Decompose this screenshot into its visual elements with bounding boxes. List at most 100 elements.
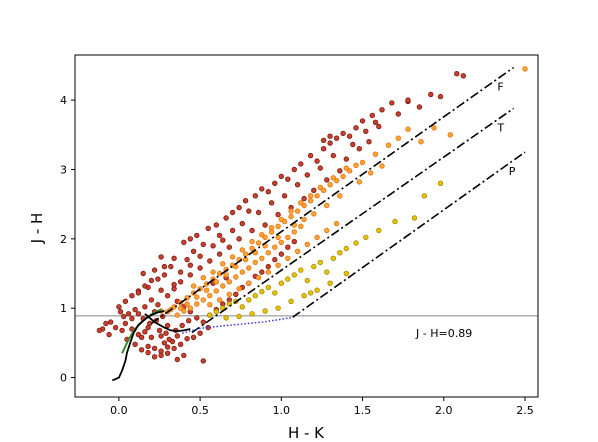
data-point-orange: [356, 179, 362, 185]
data-point-orange: [353, 162, 359, 168]
y-tick-label: 4: [60, 94, 67, 107]
data-point-orange: [298, 200, 304, 206]
data-point-red: [454, 70, 460, 77]
data-point-red: [405, 97, 411, 103]
data-point-red: [166, 336, 172, 343]
data-point-yellow: [298, 267, 304, 273]
data-point-orange: [233, 274, 239, 280]
data-point-red: [107, 319, 114, 325]
data-point-red: [112, 324, 119, 331]
data-point-orange: [187, 305, 193, 311]
data-point-orange: [194, 301, 200, 307]
y-tick-label: 3: [60, 163, 67, 176]
data-point-red: [278, 251, 284, 257]
data-point-yellow: [285, 276, 291, 282]
data-point-red: [428, 91, 434, 98]
data-point-yellow: [317, 259, 323, 266]
data-point-orange: [242, 256, 249, 263]
data-point-yellow: [288, 298, 294, 304]
data-point-red: [174, 356, 180, 363]
data-point-orange: [239, 269, 245, 275]
data-point-yellow: [239, 304, 245, 310]
data-point-orange: [294, 208, 301, 214]
data-point-red: [205, 225, 211, 232]
data-point-red: [164, 344, 171, 350]
data-point-red: [155, 302, 161, 308]
data-point-red: [174, 333, 180, 339]
data-point-yellow: [411, 215, 418, 221]
data-point-red: [223, 215, 229, 221]
data-point-yellow: [259, 288, 265, 295]
data-point-red: [236, 204, 242, 211]
hline-label: J - H=0.89: [415, 327, 472, 340]
data-point-orange: [220, 283, 226, 289]
data-point-orange: [320, 187, 327, 193]
data-point-orange: [246, 265, 252, 271]
data-point-red: [187, 236, 193, 242]
data-point-red: [138, 347, 145, 353]
data-point-orange: [275, 234, 281, 241]
data-point-red: [272, 256, 278, 263]
data-point-red: [158, 254, 164, 260]
data-point-red: [181, 352, 187, 359]
data-point-red: [158, 287, 164, 293]
data-point-orange: [272, 244, 278, 250]
data-point-yellow: [272, 290, 278, 296]
data-point-red: [148, 334, 155, 340]
reddening-line-p: [292, 151, 526, 318]
data-point-red: [187, 272, 193, 278]
data-point-red: [314, 158, 320, 164]
data-point-yellow: [265, 284, 271, 291]
data-point-orange: [327, 181, 333, 188]
data-point-red: [132, 341, 138, 347]
data-point-red: [119, 327, 125, 334]
data-point-yellow: [343, 245, 349, 252]
data-point-red: [262, 222, 268, 228]
data-point-red: [311, 187, 317, 193]
data-point-red: [116, 304, 122, 310]
data-point-red: [177, 341, 184, 347]
data-point-red: [158, 352, 164, 359]
data-point-red: [320, 137, 327, 143]
x-tick-label: 0.0: [110, 404, 128, 417]
data-point-red: [389, 100, 395, 106]
reddening-label-t: T: [496, 121, 504, 134]
data-point-orange: [226, 279, 232, 285]
data-point-red: [239, 220, 245, 227]
data-point-red: [145, 349, 151, 356]
data-point-red: [190, 334, 197, 340]
data-point-red: [148, 297, 155, 303]
data-point-orange: [207, 293, 213, 299]
data-point-orange: [233, 263, 239, 270]
data-point-orange: [314, 234, 320, 241]
data-point-yellow: [324, 269, 330, 275]
data-point-red: [213, 222, 219, 228]
data-point-red: [135, 311, 142, 317]
x-tick-label: 0.5: [191, 404, 209, 417]
y-tick-label: 0: [60, 372, 67, 385]
data-point-orange: [304, 241, 310, 248]
data-point-orange: [213, 288, 219, 294]
data-point-yellow: [249, 311, 255, 317]
data-point-orange: [265, 269, 271, 275]
data-point-red: [129, 315, 135, 322]
data-point-red: [376, 123, 382, 130]
data-point-red: [265, 188, 271, 195]
data-point-orange: [522, 66, 528, 72]
data-point-red: [96, 327, 103, 334]
data-point-yellow: [421, 193, 427, 199]
data-point-orange: [337, 193, 343, 199]
data-point-yellow: [291, 272, 297, 278]
data-point-red: [317, 165, 323, 171]
data-point-orange: [226, 291, 232, 297]
data-point-red: [229, 209, 236, 216]
data-point-red: [187, 262, 193, 268]
data-point-red: [161, 272, 168, 278]
data-point-red: [122, 298, 129, 304]
data-point-orange: [252, 259, 258, 266]
data-point-orange: [249, 245, 255, 252]
data-point-orange: [242, 251, 249, 257]
data-point-red: [242, 197, 249, 204]
data-point-red: [148, 277, 155, 284]
